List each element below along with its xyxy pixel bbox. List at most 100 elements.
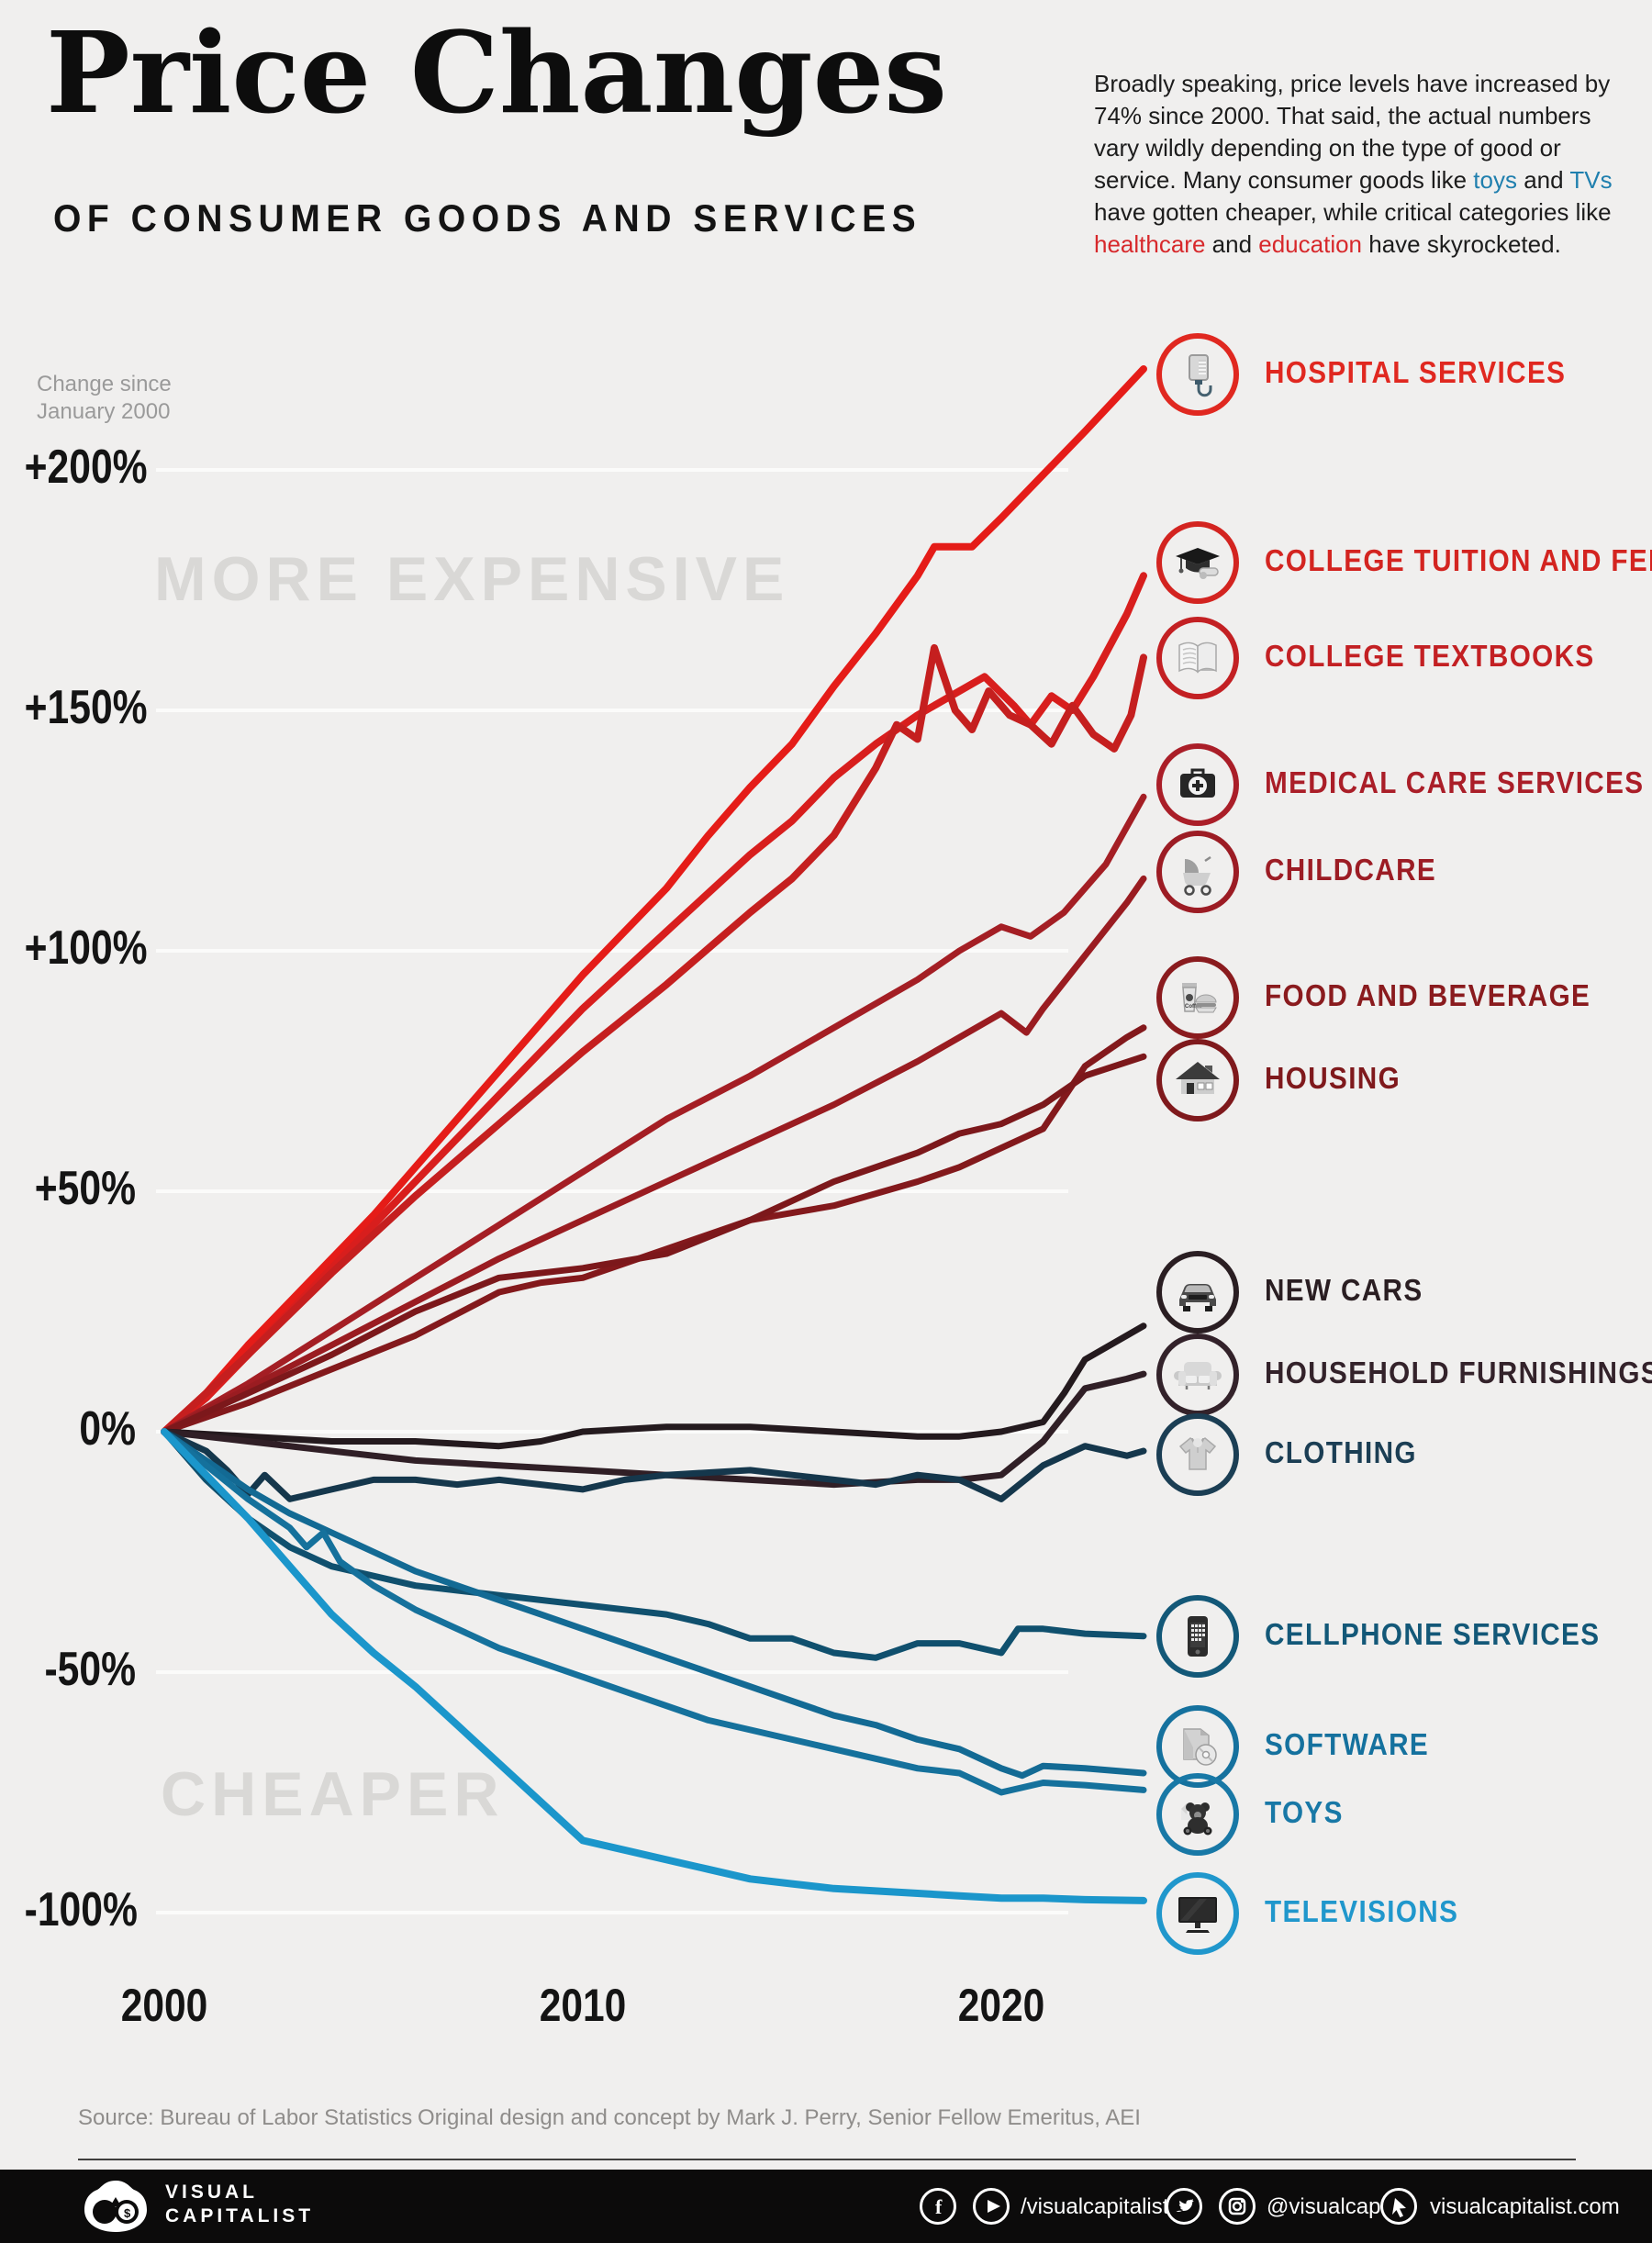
intro-text: Broadly speaking, price levels have incr… <box>1094 70 1611 194</box>
watermark-more-expensive: MORE EXPENSIVE <box>154 544 790 614</box>
house-icon <box>1176 1062 1220 1094</box>
legend-circle-televisions <box>1156 1872 1239 1955</box>
legend-circle-toys <box>1156 1773 1239 1856</box>
smartphone-icon <box>1188 1616 1208 1657</box>
series-line-toys <box>161 1428 1147 1796</box>
intro-accent-word: TVs <box>1569 166 1613 194</box>
legend-circle-medical-care-services <box>1156 743 1239 826</box>
y-tick-+200%: +200% <box>24 441 148 494</box>
page-title: Price Changes <box>46 6 947 139</box>
series-line-software <box>161 1428 1147 1780</box>
sofa-icon <box>1174 1362 1222 1389</box>
intro-text: and <box>1516 166 1570 194</box>
series-line-new-cars <box>161 1322 1147 1450</box>
y-tick--100%: -100% <box>24 1883 138 1936</box>
series-line-food-and-beverage <box>161 1024 1147 1435</box>
legend-label-medical-care-services: MEDICAL CARE SERVICES <box>1265 765 1645 799</box>
svg-text:Coffee: Coffee <box>1185 1004 1202 1010</box>
iv-drip-icon <box>1189 354 1212 397</box>
legend-label-college-textbooks: COLLEGE TEXTBOOKS <box>1265 639 1595 673</box>
y-tick-+150%: +150% <box>24 681 148 734</box>
gridline--50% <box>156 1670 1068 1674</box>
legend-label-household-furnishings: HOUSEHOLD FURNISHINGS <box>1265 1356 1652 1389</box>
brand-name-line2[interactable]: CAPITALIST <box>165 2205 315 2226</box>
footer-divider <box>78 2159 1576 2160</box>
legend-label-childcare: CHILDCARE <box>1265 853 1437 887</box>
intro-accent-word: toys <box>1473 166 1517 194</box>
y-tick-0%: 0% <box>79 1402 136 1456</box>
legend-circle-college-textbooks <box>1156 617 1239 699</box>
series-line-household-furnishings <box>161 1370 1147 1489</box>
social-handle-0[interactable]: /visualcapitalist <box>1021 2194 1169 2219</box>
credit-note: Original design and concept by Mark J. P… <box>418 2105 1141 2130</box>
series-line-hospital-services <box>161 365 1147 1435</box>
page-subtitle: OF CONSUMER GOODS AND SERVICES <box>53 196 922 240</box>
facebook-icon[interactable]: f <box>920 2188 956 2225</box>
legend-circle-clothing <box>1156 1413 1239 1496</box>
legend-circle-household-furnishings <box>1156 1334 1239 1416</box>
legend-circle-software <box>1156 1705 1239 1788</box>
intro-text: have skyrocketed. <box>1362 230 1561 258</box>
legend-label-food-and-beverage: FOOD AND BEVERAGE <box>1265 978 1591 1012</box>
legend-label-new-cars: NEW CARS <box>1265 1273 1423 1307</box>
social-handle-1[interactable]: @visualcap <box>1267 2194 1381 2219</box>
series-line-college-textbooks <box>161 643 1147 1435</box>
gridline-+150% <box>156 709 1068 712</box>
legend-circle-college-tuition <box>1156 521 1239 604</box>
youtube-icon[interactable] <box>973 2188 1010 2225</box>
t-shirt-icon <box>1178 1437 1217 1470</box>
intro-paragraph: Broadly speaking, price levels have incr… <box>1094 68 1632 261</box>
legend-label-hospital-services: HOSPITAL SERVICES <box>1265 355 1567 389</box>
intro-text: have gotten cheaper, while critical cate… <box>1094 198 1612 226</box>
series-line-childcare <box>161 875 1147 1435</box>
y-tick-+100%: +100% <box>24 921 148 975</box>
legend-circle-childcare <box>1156 831 1239 913</box>
social-handle-2[interactable]: visualcapitalist.com <box>1430 2194 1620 2219</box>
legend-label-clothing: CLOTHING <box>1265 1435 1417 1469</box>
intro-accent-word: healthcare <box>1094 230 1206 258</box>
svg-text:$: $ <box>124 2206 131 2220</box>
legend-circle-housing <box>1156 1039 1239 1122</box>
legend-label-housing: HOUSING <box>1265 1061 1401 1095</box>
legend-label-software: SOFTWARE <box>1265 1727 1430 1761</box>
software-box-icon <box>1183 1728 1217 1766</box>
graduation-cap-icon <box>1176 548 1220 579</box>
stroller-icon <box>1183 855 1211 896</box>
gridline-+200% <box>156 468 1068 472</box>
legend-circle-cellphone-services <box>1156 1595 1239 1678</box>
bottom-brand-bar: $ <box>0 2170 1652 2243</box>
legend-label-televisions: TELEVISIONS <box>1265 1894 1459 1928</box>
watermark-cheaper: CHEAPER <box>161 1759 505 1829</box>
legend-circle-food-and-beverage: Coffee <box>1156 956 1239 1039</box>
instagram-icon[interactable] <box>1219 2188 1256 2225</box>
legend-label-cellphone-services: CELLPHONE SERVICES <box>1265 1617 1601 1651</box>
series-line-medical-care-services <box>161 793 1147 1435</box>
first-aid-kit-icon <box>1180 768 1215 798</box>
series-line-college-tuition <box>161 572 1147 1435</box>
source-note: Source: Bureau of Labor Statistics <box>78 2105 413 2130</box>
legend-label-college-tuition: COLLEGE TUITION AND FEES <box>1265 543 1652 577</box>
series-line-housing <box>161 1053 1147 1435</box>
x-tick-2010: 2010 <box>539 1980 627 2031</box>
twitter-icon[interactable] <box>1166 2188 1202 2225</box>
legend-circle-hospital-services <box>1156 333 1239 416</box>
svg-text:f: f <box>935 2195 943 2218</box>
legend-label-toys: TOYS <box>1265 1795 1344 1829</box>
x-tick-2000: 2000 <box>120 1980 208 2031</box>
y-tick-+50%: +50% <box>34 1162 136 1215</box>
television-icon <box>1178 1897 1217 1933</box>
cursor-icon[interactable] <box>1380 2188 1417 2225</box>
series-line-cellphone-services <box>161 1428 1147 1661</box>
axis-note: Change since January 2000 <box>37 372 172 424</box>
brand-name-line1[interactable]: VISUAL <box>165 2182 259 2203</box>
gridline-+100% <box>156 949 1068 953</box>
food-beverage-icon: Coffee <box>1182 983 1217 1013</box>
intro-text: and <box>1205 230 1259 258</box>
visual-capitalist-logo[interactable]: $ <box>77 2175 154 2236</box>
teddy-bear-icon <box>1181 1802 1212 1836</box>
car-front-icon <box>1179 1284 1216 1311</box>
x-tick-2020: 2020 <box>957 1980 1045 2031</box>
